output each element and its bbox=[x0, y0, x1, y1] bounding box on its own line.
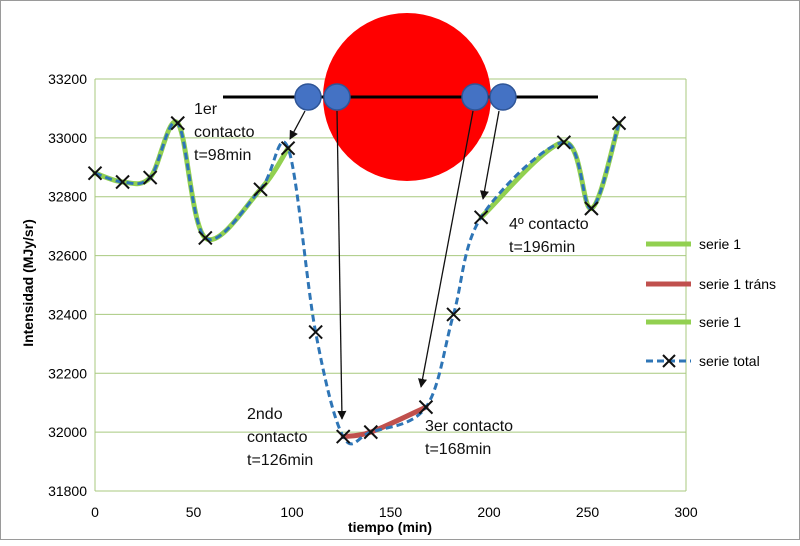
y-tick-label: 33200 bbox=[48, 71, 87, 87]
x-marker-stroke bbox=[198, 230, 213, 246]
planet-disk bbox=[323, 83, 351, 111]
y-tick-label: 31800 bbox=[48, 483, 87, 499]
planet-disk bbox=[489, 83, 517, 111]
x-marker-stroke bbox=[87, 165, 103, 181]
x-marker-stroke bbox=[280, 140, 296, 156]
planet-disk bbox=[461, 83, 489, 111]
x-marker-stroke bbox=[611, 115, 627, 131]
transit-diagram bbox=[223, 13, 598, 181]
contact-annotation-line: 2ndo bbox=[247, 406, 283, 423]
x-marker-stroke bbox=[363, 424, 379, 440]
y-tick-label: 32600 bbox=[48, 248, 87, 264]
x-marker bbox=[473, 210, 489, 225]
x-marker bbox=[611, 115, 627, 131]
x-marker bbox=[556, 135, 572, 150]
contact-annotation-line: t=196min bbox=[509, 239, 575, 256]
contact-annotation-line: t=98min bbox=[194, 147, 251, 164]
contact-annotation-line: 4º contacto bbox=[509, 216, 589, 233]
y-axis-title: Intensidad (MJy/sr) bbox=[20, 219, 36, 347]
x-marker-stroke bbox=[142, 170, 158, 185]
series-line-3 bbox=[478, 120, 622, 220]
x-marker-stroke bbox=[473, 210, 489, 225]
y-tick-label: 32400 bbox=[48, 306, 87, 322]
x-marker-stroke bbox=[336, 429, 351, 444]
x-marker bbox=[115, 174, 130, 190]
series-line-total bbox=[94, 120, 621, 446]
x-tick-label: 200 bbox=[477, 504, 501, 520]
x-marker-stroke bbox=[253, 182, 268, 197]
contact-annotation-line: contacto bbox=[247, 429, 308, 446]
contact-annotation-line: contacto bbox=[194, 124, 255, 141]
legend-x-marker bbox=[662, 354, 676, 368]
contact-arrow bbox=[418, 110, 474, 388]
y-tick-label: 32000 bbox=[48, 424, 87, 440]
x-marker bbox=[446, 307, 461, 322]
x-marker-stroke bbox=[418, 399, 434, 415]
y-tick-label: 33000 bbox=[48, 130, 87, 146]
legend: serie 1 serie 1 tráns serie 1 serie total bbox=[646, 236, 776, 369]
contact-annotations: 1er contacto t=98min 2ndo contacto t=126min 3e… bbox=[194, 101, 589, 469]
legend-label: serie total bbox=[699, 353, 760, 369]
x-marker bbox=[280, 140, 296, 156]
legend-label: serie 1 tráns bbox=[699, 276, 776, 292]
x-marker bbox=[142, 170, 158, 185]
y-tick-label: 32200 bbox=[48, 365, 87, 381]
contact-arrows bbox=[289, 110, 500, 420]
x-tick-label: 150 bbox=[379, 504, 403, 520]
x-marker bbox=[253, 182, 268, 197]
x-tick-label: 50 bbox=[186, 504, 202, 520]
legend-label: serie 1 bbox=[699, 236, 741, 252]
data-markers bbox=[87, 115, 627, 444]
x-marker bbox=[198, 230, 213, 246]
contact-arrow bbox=[479, 110, 500, 200]
x-marker-stroke bbox=[446, 307, 461, 322]
legend-label: serie 1 bbox=[699, 314, 741, 330]
y-tick-label: 32800 bbox=[48, 189, 87, 205]
x-marker bbox=[308, 324, 323, 340]
x-marker bbox=[170, 115, 185, 131]
x-marker bbox=[336, 429, 351, 444]
x-tick-label: 300 bbox=[674, 504, 698, 520]
series-lines bbox=[92, 119, 622, 446]
x-marker-stroke bbox=[170, 115, 185, 131]
planet-disk bbox=[294, 83, 322, 111]
contact-annotation-line: t=126min bbox=[247, 452, 313, 469]
x-marker bbox=[418, 399, 434, 415]
x-marker-stroke bbox=[584, 201, 599, 216]
x-marker-stroke bbox=[556, 135, 572, 150]
x-tick-label: 0 bbox=[91, 504, 99, 520]
x-axis-title: tiempo (min) bbox=[348, 519, 432, 535]
x-marker bbox=[87, 165, 103, 181]
x-tick-label: 100 bbox=[280, 504, 304, 520]
contact-arrow bbox=[289, 110, 306, 140]
contact-annotation-line: 3er contacto bbox=[425, 418, 513, 435]
contact-annotation-line: t=168min bbox=[425, 441, 491, 458]
x-marker bbox=[363, 424, 379, 440]
x-marker-stroke bbox=[308, 324, 323, 340]
contact-arrow bbox=[336, 110, 347, 420]
x-tick-label: 250 bbox=[576, 504, 600, 520]
contact-annotation-line: 1er bbox=[194, 101, 218, 118]
x-marker-stroke bbox=[115, 174, 130, 190]
x-marker bbox=[584, 201, 599, 216]
